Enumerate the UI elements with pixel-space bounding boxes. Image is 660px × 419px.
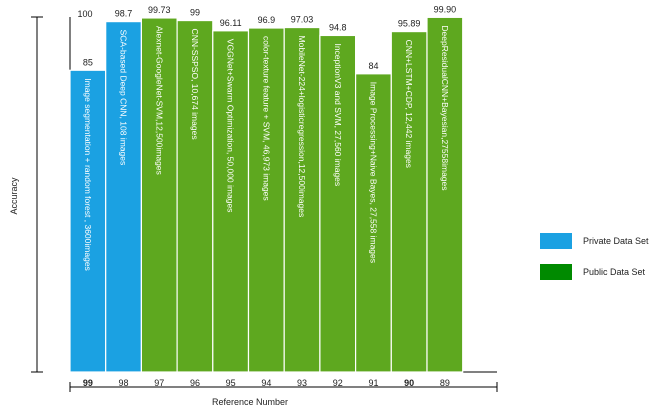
y-axis-label: Accuracy [9, 177, 19, 215]
x-tick-91: 91 [368, 378, 378, 388]
x-tick-95: 95 [226, 378, 236, 388]
value-label-91: 84 [368, 61, 378, 71]
bars [69, 16, 464, 373]
bar-92 [319, 34, 357, 373]
x-tick-93: 93 [297, 378, 307, 388]
bar-93 [283, 26, 321, 373]
x-tick-99: 99 [83, 378, 93, 388]
value-label-98: 98.7 [115, 9, 133, 19]
bar-91 [355, 73, 392, 373]
bar-label-96: CNN-SSPSO, 10,674 images [190, 29, 200, 140]
bar-label-94: color-texture feature + SVM, 46,973 imag… [261, 36, 271, 201]
value-label-92: 94.8 [329, 22, 347, 32]
bar-label-97: Alexnet-GoogleNet-SVM,12,500images [154, 26, 164, 175]
x-tick-96: 96 [190, 378, 200, 388]
bar-label-90: CNN+LSTM+CDP, 12,442 images [404, 40, 414, 168]
value-label-93: 97.03 [291, 15, 314, 25]
value-label-96: 99 [190, 8, 200, 18]
bar-label-91: Image Processing+Naive Bayes, 27,558 ima… [368, 82, 378, 263]
bar-99 [69, 69, 107, 373]
legend-label-public: Public Data Set [583, 267, 646, 277]
legend-swatch-private [540, 233, 572, 249]
bar-label-93: MobileNet-224+logisticregression,12,500i… [297, 36, 307, 218]
x-tick-90: 90 [404, 378, 414, 388]
bar-98 [105, 21, 142, 373]
x-axis-label: Reference Number [212, 397, 288, 407]
bar-label-92: InceptionV3 and SVM, 27,560 images [333, 43, 343, 186]
bar-label-89: DeepResidualCNN+Bayesian,27558images [440, 25, 450, 190]
y-top-tick-label: 100 [77, 9, 92, 19]
legend-label-private: Private Data Set [583, 236, 649, 246]
x-tick-94: 94 [261, 378, 271, 388]
bar-94 [247, 27, 285, 373]
value-label-95: 96.11 [220, 18, 242, 28]
bar-label-95: VGGNet+Swarm Optimization, 50,000 images [226, 39, 236, 213]
value-label-99: 85 [83, 57, 93, 67]
legend: Private Data Set Public Data Set [540, 233, 649, 280]
bar-label-98: SCA-based Deep CNN, 108 images [119, 30, 129, 166]
value-label-94: 96.9 [258, 15, 276, 25]
bar-label-99: Image segmentation + random forest , 360… [83, 78, 93, 271]
labels: 85 Image segmentation + random forest , 3… [83, 4, 456, 388]
value-label-90: 95.89 [398, 19, 421, 29]
value-label-97: 99.73 [148, 5, 171, 15]
x-tick-92: 92 [333, 378, 343, 388]
value-label-89: 99.90 [434, 4, 457, 14]
x-tick-89: 89 [440, 378, 450, 388]
legend-swatch-public [540, 264, 572, 280]
bar-89 [426, 16, 464, 373]
x-tick-97: 97 [154, 378, 164, 388]
x-tick-98: 98 [119, 378, 129, 388]
